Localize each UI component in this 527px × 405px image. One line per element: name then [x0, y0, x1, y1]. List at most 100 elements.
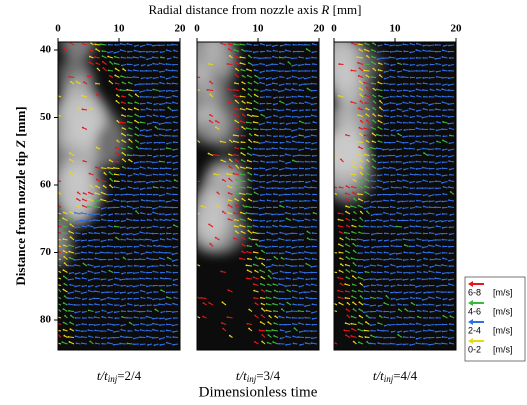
vector-head	[248, 93, 250, 95]
vector-head	[94, 324, 96, 326]
vector-head	[235, 74, 237, 76]
vector-head	[449, 315, 451, 317]
vector-head	[265, 213, 267, 215]
vector-head	[436, 89, 438, 91]
vector-head	[88, 251, 90, 253]
vector-head	[167, 227, 169, 229]
vector-head	[114, 220, 116, 222]
vector-head	[114, 272, 116, 274]
vector-head	[376, 232, 378, 234]
vector-head	[285, 175, 287, 177]
vector-head	[215, 120, 217, 122]
vector-head	[147, 219, 149, 221]
vector-head	[312, 303, 314, 305]
vector-head	[165, 97, 167, 99]
vector-head	[234, 225, 236, 227]
vector-head	[240, 95, 242, 97]
vector-head	[409, 122, 411, 124]
vector-head	[95, 286, 97, 288]
vector-head	[428, 227, 430, 229]
vector-head	[246, 43, 248, 45]
vector-head	[338, 243, 340, 245]
vector-head	[153, 96, 155, 98]
vector-head	[304, 136, 306, 138]
vector-head	[173, 279, 175, 281]
vector-head	[292, 303, 294, 305]
vector-head	[70, 315, 72, 317]
vector-head	[253, 51, 255, 53]
vector-head	[75, 335, 77, 337]
vector-head	[172, 311, 174, 313]
vector-head	[261, 289, 263, 291]
vector-head	[311, 167, 313, 169]
vector-head	[266, 45, 268, 47]
vector-head	[235, 100, 237, 102]
vector-head	[429, 317, 431, 319]
vector-head	[240, 152, 242, 154]
vector-head	[403, 331, 405, 333]
vector-head	[248, 82, 250, 84]
vector-head	[291, 310, 293, 312]
vector-head	[396, 258, 398, 260]
vector-head	[359, 283, 361, 285]
vector-head	[193, 76, 195, 78]
vector-head	[403, 336, 405, 338]
vector-head	[68, 341, 70, 343]
vector-head	[108, 279, 110, 281]
vector-head	[278, 91, 280, 93]
vector-head	[390, 273, 392, 275]
vector-head	[160, 289, 162, 291]
vector-head	[383, 188, 385, 190]
vector-head	[220, 141, 222, 143]
vector-head	[249, 133, 251, 135]
vector-head	[415, 168, 417, 170]
vector-head	[352, 219, 354, 221]
vector-head	[173, 56, 175, 58]
vector-head	[351, 238, 353, 240]
vector-head	[299, 226, 301, 228]
vector-head	[305, 142, 307, 144]
vector-head	[240, 212, 242, 214]
vector-head	[228, 218, 230, 220]
vector-head	[340, 283, 342, 285]
vector-head	[389, 149, 391, 151]
vector-head	[383, 104, 385, 106]
vector-head	[252, 231, 254, 233]
vector-head	[305, 174, 307, 176]
vector-head	[260, 160, 262, 162]
vector-head	[448, 77, 450, 79]
vector-head	[447, 96, 449, 98]
vector-head	[272, 200, 274, 202]
vector-head	[434, 58, 436, 60]
vector-head	[389, 76, 391, 78]
vector-head	[305, 129, 307, 131]
vector-head	[417, 260, 419, 262]
panel-label: t/tinj=2/4	[97, 368, 142, 384]
vector-head	[233, 89, 235, 91]
vector-head	[370, 330, 372, 332]
vector-head	[146, 324, 148, 326]
vector-head	[67, 297, 69, 299]
vector-head	[259, 269, 261, 271]
vector-head	[147, 213, 149, 215]
vector-head	[397, 234, 399, 236]
vector-head	[259, 167, 261, 169]
vector-head	[384, 240, 386, 242]
vector-head	[285, 70, 287, 72]
vector-head	[145, 70, 147, 72]
vector-head	[415, 331, 417, 333]
vector-head	[403, 266, 405, 268]
vector-head	[403, 69, 405, 71]
vector-head	[82, 108, 84, 110]
vector-head	[266, 231, 268, 233]
vector-head	[171, 44, 173, 46]
vector-head	[403, 304, 405, 306]
vector-head	[147, 297, 149, 299]
vector-head	[100, 279, 102, 281]
vector-head	[166, 285, 168, 287]
vector-head	[160, 272, 162, 274]
vector-head	[165, 214, 167, 216]
vector-head	[279, 57, 281, 59]
vector-head	[442, 49, 444, 51]
vector-head	[397, 76, 399, 78]
